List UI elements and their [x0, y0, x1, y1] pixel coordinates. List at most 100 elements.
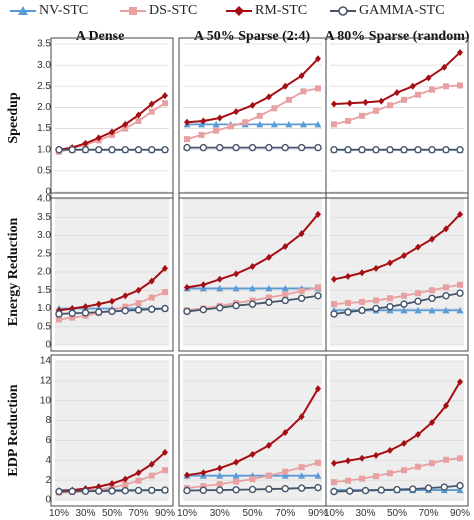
y-tick-label: 4	[45, 455, 51, 466]
data-point-gamma-stc	[314, 292, 322, 300]
data-point-ds-stc	[56, 316, 62, 323]
data-point-rm-stc	[216, 464, 223, 472]
data-point-ds-stc	[162, 100, 168, 107]
data-point-rm-stc	[378, 97, 385, 105]
data-point-ds-stc	[359, 475, 365, 482]
y-tick-label: 10	[40, 395, 52, 406]
legend: NV-STC DS-STC RM-STC GAMMA-STC	[0, 0, 474, 22]
data-point-ds-stc	[148, 294, 155, 301]
data-point-rm-stc	[109, 480, 115, 488]
data-point-rm-stc	[265, 253, 272, 261]
data-point-ds-stc	[415, 290, 421, 297]
y-tick-label: 12	[40, 375, 52, 386]
panel-background	[55, 44, 169, 192]
column-title: A 80% Sparse (random)	[324, 29, 469, 44]
data-point-ds-stc	[69, 314, 76, 321]
data-point-ds-stc	[457, 455, 463, 462]
data-point-gamma-stc	[442, 292, 450, 300]
y-tick-label: 3.0	[37, 60, 51, 71]
data-point-rm-stc	[148, 460, 155, 468]
data-point-rm-stc	[233, 108, 240, 116]
data-point-gamma-stc	[281, 484, 289, 493]
y-tick-label: 0	[45, 187, 51, 198]
data-point-gamma-stc	[248, 143, 257, 152]
y-tick-label: 0	[45, 340, 51, 351]
data-point-rm-stc	[95, 300, 102, 308]
data-point-nv-stc	[270, 120, 278, 128]
x-tick-label: 90%	[155, 508, 175, 519]
data-point-ds-stc	[429, 460, 435, 467]
data-point-rm-stc	[282, 82, 289, 90]
data-point-ds-stc	[122, 125, 129, 132]
data-point-gamma-stc	[108, 487, 116, 495]
data-point-nv-stc	[232, 472, 240, 479]
data-point-rm-stc	[135, 286, 142, 294]
data-point-rm-stc	[315, 385, 321, 393]
y-tick-label: 3.5	[37, 39, 51, 50]
data-point-gamma-stc	[199, 143, 208, 152]
data-point-gamma-stc	[108, 146, 116, 154]
data-point-ds-stc	[415, 91, 421, 98]
data-point-gamma-stc	[68, 487, 76, 496]
data-point-ds-stc	[122, 481, 129, 488]
data-point-rm-stc	[122, 475, 129, 483]
data-point-gamma-stc	[414, 297, 422, 305]
data-point-gamma-stc	[121, 146, 129, 154]
data-point-gamma-stc	[183, 307, 191, 316]
data-point-rm-stc	[184, 471, 190, 479]
data-point-rm-stc	[315, 210, 321, 218]
data-point-ds-stc	[213, 127, 220, 134]
data-point-rm-stc	[109, 297, 115, 305]
column-title: A 50% Sparse (2:4)	[194, 29, 311, 44]
data-point-gamma-stc	[372, 304, 380, 313]
legend-label-ds-stc: DS-STC	[149, 3, 198, 18]
data-point-ds-stc	[345, 117, 351, 124]
data-point-rm-stc	[122, 292, 129, 300]
data-point-ds-stc	[443, 456, 449, 463]
data-point-ds-stc	[315, 85, 321, 92]
data-point-ds-stc	[265, 472, 272, 479]
data-point-rm-stc	[200, 281, 207, 289]
data-point-ds-stc	[265, 294, 272, 301]
y-tick-label: 3.0	[37, 230, 51, 241]
data-point-nv-stc	[265, 284, 273, 292]
data-point-rm-stc	[95, 134, 102, 142]
x-tick-label: 50%	[102, 508, 122, 519]
data-point-rm-stc	[415, 430, 421, 438]
y-tick-label: 6	[45, 435, 51, 446]
data-point-nv-stc	[285, 120, 293, 128]
data-point-gamma-stc	[55, 487, 63, 496]
x-tick-label: 30%	[355, 508, 375, 519]
row-label: Speedup	[6, 92, 21, 144]
series-line-ds-stc	[333, 457, 461, 484]
data-point-gamma-stc	[346, 487, 354, 495]
data-point-gamma-stc	[297, 484, 306, 492]
x-tick-label: 30%	[210, 508, 230, 519]
data-point-rm-stc	[457, 48, 463, 56]
data-point-gamma-stc	[358, 306, 366, 315]
data-point-gamma-stc	[330, 146, 338, 154]
y-tick-label: 8	[45, 415, 51, 426]
data-point-gamma-stc	[344, 146, 352, 154]
panel-frame	[325, 37, 469, 199]
y-tick-label: 1.0	[37, 303, 51, 314]
data-point-gamma-stc	[372, 146, 380, 154]
legend-item-rm-stc: RM-STC	[226, 1, 307, 21]
data-point-rm-stc	[331, 459, 337, 467]
data-point-gamma-stc	[414, 146, 422, 154]
data-point-rm-stc	[249, 263, 256, 271]
data-point-gamma-stc	[161, 146, 169, 154]
data-point-ds-stc	[298, 464, 305, 471]
data-point-gamma-stc	[148, 486, 156, 494]
series-line-gamma-stc	[333, 292, 461, 315]
data-point-gamma-stc	[55, 146, 63, 154]
data-point-gamma-stc	[386, 146, 394, 154]
x-tick-label: 70%	[418, 508, 438, 519]
data-point-gamma-stc	[386, 302, 394, 311]
data-point-gamma-stc	[216, 304, 224, 312]
data-point-gamma-stc	[134, 146, 143, 154]
data-point-gamma-stc	[281, 296, 289, 305]
data-point-gamma-stc	[216, 486, 224, 494]
legend-marker-nv-stc	[10, 6, 36, 15]
